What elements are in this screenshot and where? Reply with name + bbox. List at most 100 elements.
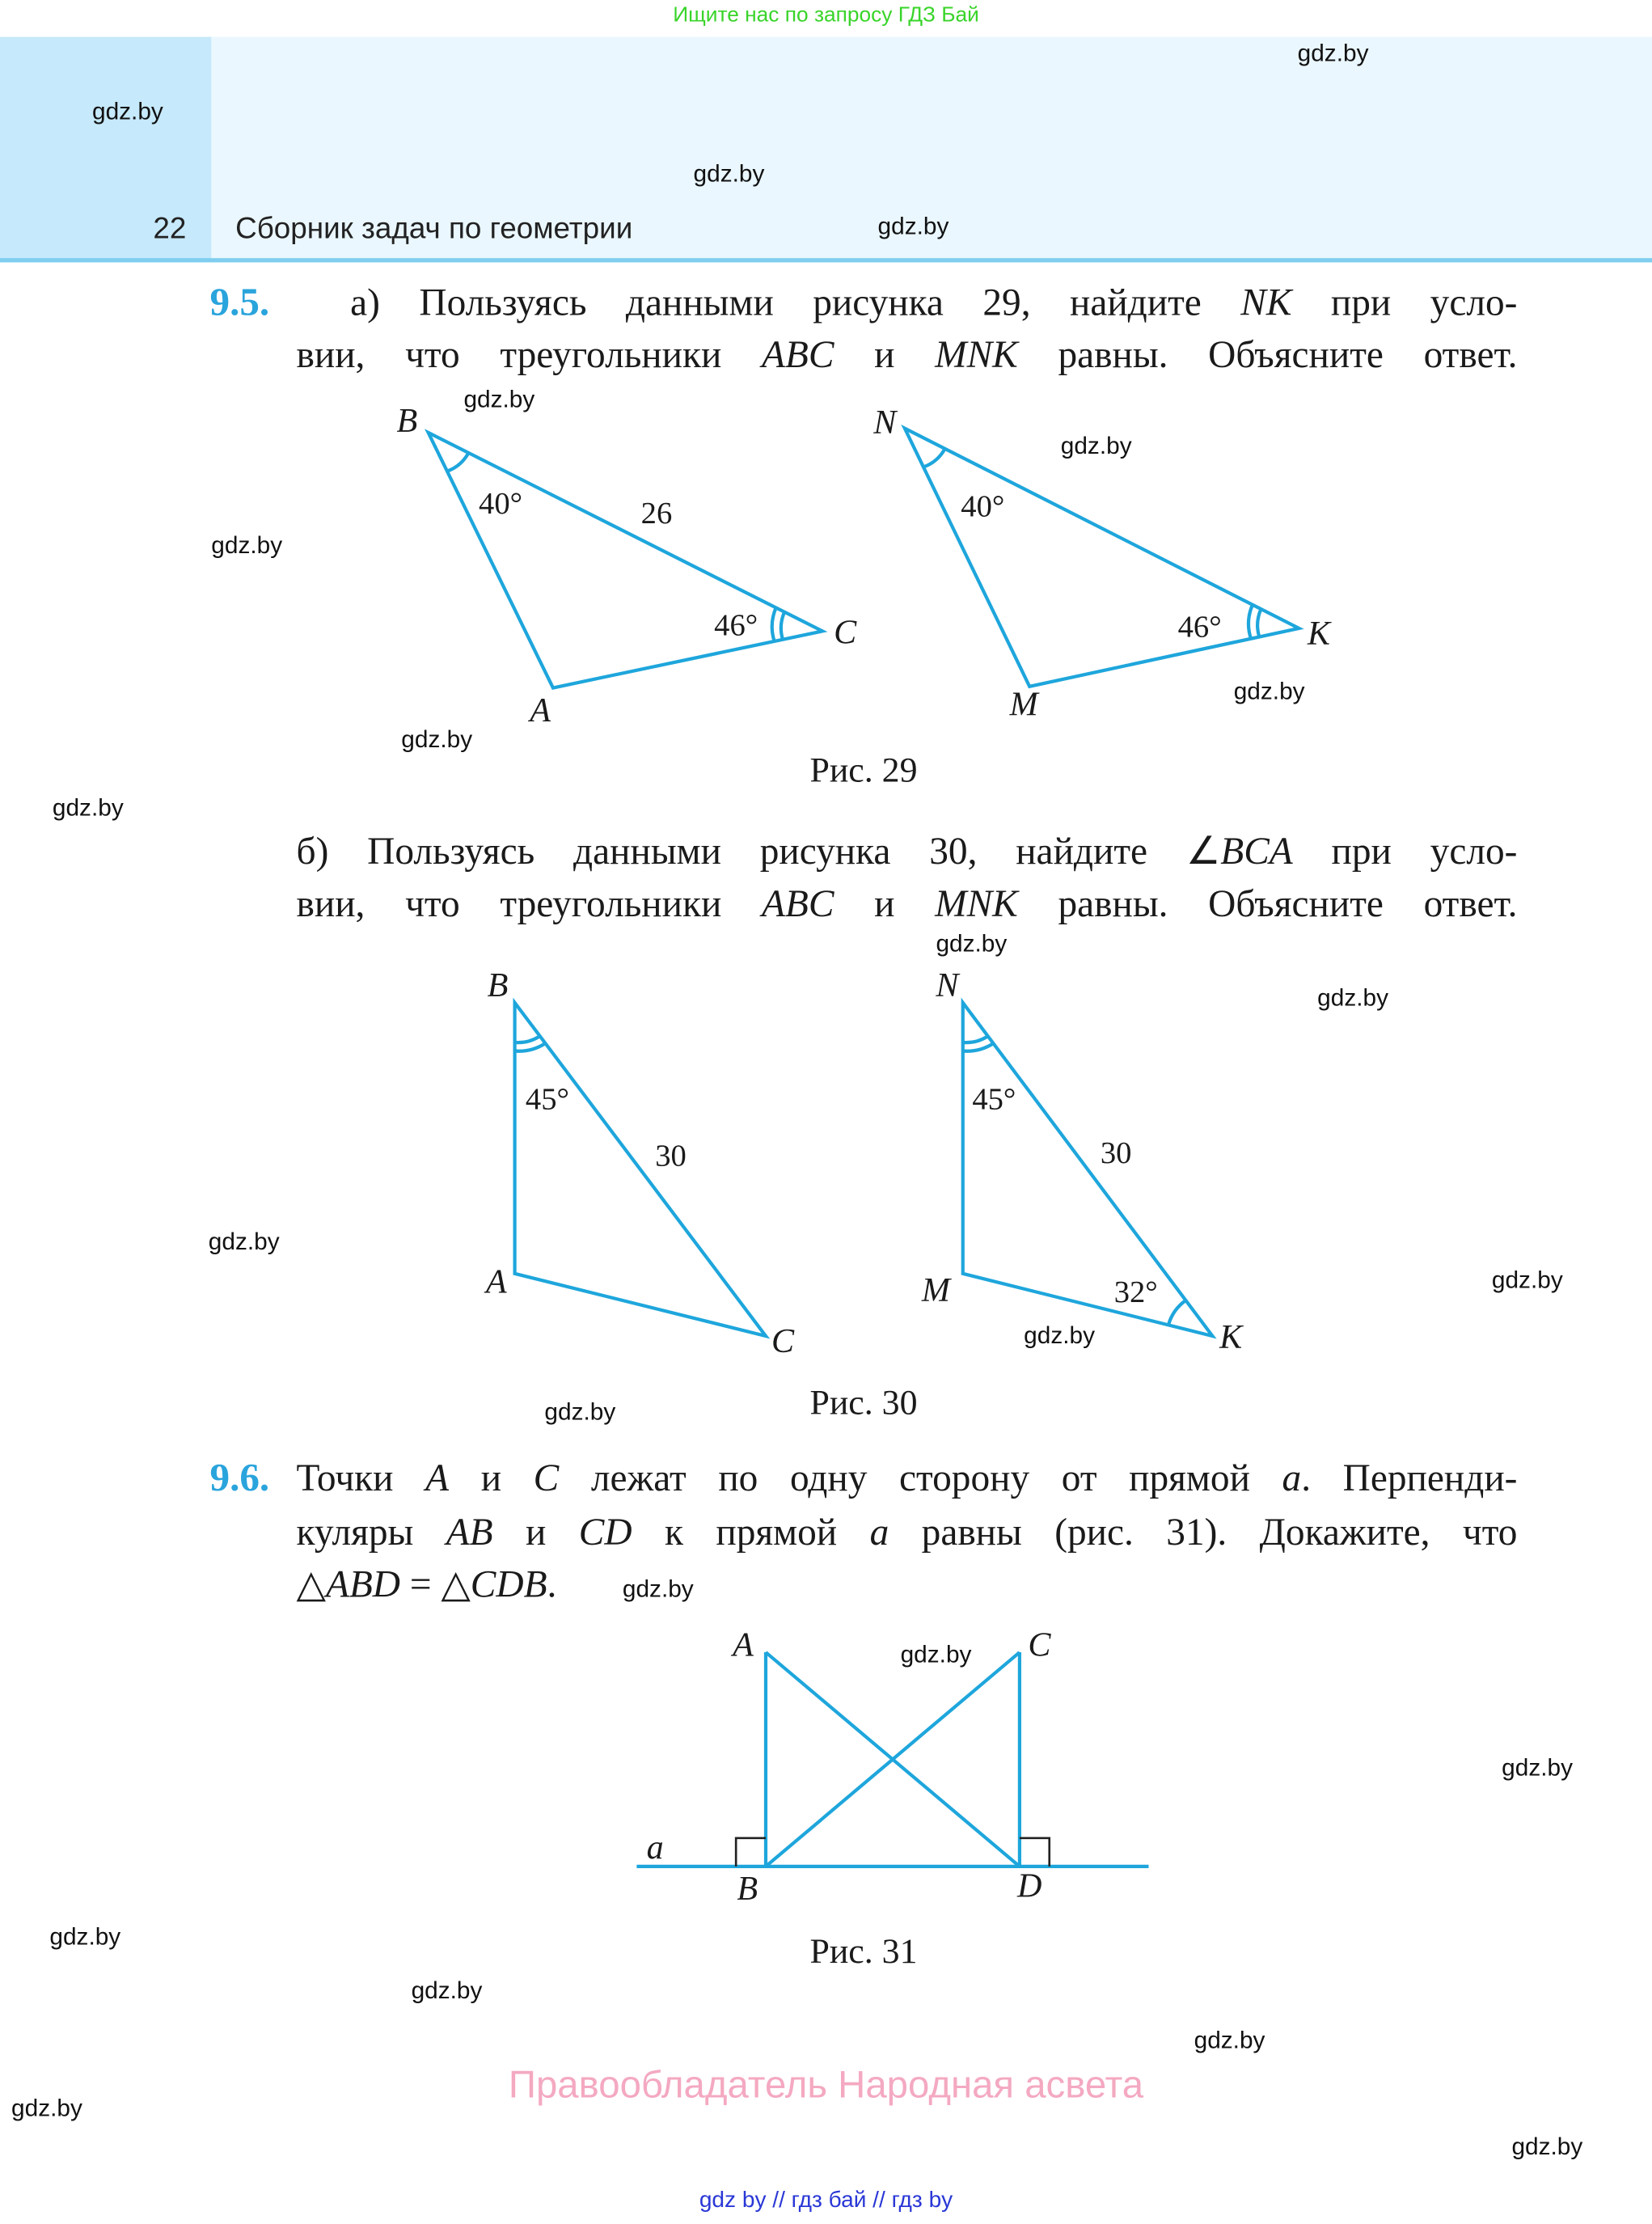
figure-caption: Рис. 30 [809,1384,918,1423]
text-line: б) Пользуясь данными рисунка 30, найдите… [297,830,1518,878]
watermark: gdz.by [877,213,949,240]
text-fragment: а) Пользуясь данными рисунка 29, найдите [350,281,1241,323]
text-fragment: вии, что треугольники [296,333,763,376]
text-fragment: . [547,1562,557,1606]
angle-arc-n [923,448,946,468]
angle-arc-b [514,1035,546,1053]
watermark: gdz.by [622,1575,694,1603]
watermark: gdz.by [463,386,535,413]
text-fragment: = △ [399,1562,471,1606]
footer-links[interactable]: gdz by // гдз бай // гдз by [699,2188,953,2213]
triangle-mnk [961,997,1217,1339]
side-label: 26 [640,495,673,531]
line-label: a [646,1830,664,1867]
right-angle-b [734,1837,766,1867]
header-band [0,36,1652,260]
header-side-panel [0,36,212,260]
vertex-label: K [1307,615,1330,653]
angle-arc-k [1167,1299,1187,1326]
text-fragment: при усло- [1292,829,1518,873]
angle-arc-c [770,607,786,642]
watermark: gdz.by [1511,2133,1583,2160]
watermark: gdz.by [1024,1321,1096,1349]
text-line: △ABD = △CDB. [297,1563,637,1612]
figure-caption: Рис. 31 [809,1933,918,1972]
math-symbol: AB [446,1510,493,1554]
watermark: gdz.by [1233,678,1305,705]
angle-label: 45° [525,1080,569,1117]
side-label: 30 [655,1137,687,1173]
watermark: gdz.by [693,160,765,188]
text-fragment: и [449,1457,534,1499]
math-symbol: A [425,1457,450,1499]
vertex-label: B [487,967,509,1005]
vertex-label: M [921,1272,950,1310]
math-symbol: CD [578,1510,632,1554]
vertex-label: N [873,404,897,442]
vertex-label: A [485,1264,507,1302]
text-fragment: б) Пользуясь данными рисунка 30, найдите… [296,829,1221,873]
right-angle-d [1019,1837,1051,1867]
angle-arc-b [447,453,470,473]
text-fragment: куляры [296,1510,446,1554]
search-hint: Ищите нас по запросу ГДЗ Бай [673,2,979,27]
text-fragment: вии, что треугольники [296,882,763,925]
watermark: gdz.by [900,1641,972,1668]
angle-arc-n [962,1035,994,1053]
watermark: gdz.by [49,1923,121,1951]
angle-label: 32° [1113,1273,1158,1309]
watermark: gdz.by [1491,1266,1563,1294]
triangle-abc [424,429,828,690]
vertex-label: M [1009,687,1038,725]
watermark: gdz.by [1317,984,1389,1012]
text-line: куляры AB и CD к прямой a равны (рис. 31… [297,1511,1518,1559]
text-fragment: . Перпенди- [1301,1457,1518,1499]
text-fragment: лежат по одну сторону от прямой [559,1457,1282,1499]
vertex-label: C [771,1324,795,1361]
vertex-label: C [834,615,857,652]
watermark: gdz.by [11,2095,82,2122]
triangle-abc [513,997,771,1339]
side-label: 30 [1100,1134,1132,1170]
text-fragment: при усло- [1291,281,1518,323]
watermark: gdz.by [1297,40,1369,67]
watermark: gdz.by [208,1228,280,1256]
angle-label: 40° [961,488,1005,524]
text-fragment: и [492,1510,579,1554]
book-title: Сборник задач по геометрии [235,213,633,246]
text-line: вии, что треугольники ABC и MNK равны. О… [297,882,1518,931]
math-symbol: CDB [470,1562,547,1606]
segment-cb [764,1651,1021,1868]
math-symbol: a [869,1510,889,1554]
watermark: gdz.by [401,725,473,754]
figure-caption: Рис. 29 [809,751,918,790]
vertex-label: A [530,692,551,730]
math-symbol: MNK [935,333,1018,376]
text-fragment: равны (рис. 31). Докажите, что [889,1510,1518,1554]
page-number: 22 [153,213,187,246]
watermark: gdz.by [1060,432,1132,460]
angle-label: 46° [714,607,758,643]
text-line: вии, что треугольники ABC и MNK равны. О… [297,333,1518,382]
text-fragment: и [834,882,936,925]
vertex-label: B [737,1871,758,1909]
watermark: gdz.by [1502,1754,1574,1782]
vertex-label: K [1219,1319,1243,1357]
text-fragment: △ [296,1562,326,1606]
watermark: gdz.by [544,1398,616,1426]
text-fragment: равны. Объясните ответ. [1017,333,1518,376]
vertex-label: A [733,1627,754,1664]
angle-label: 45° [972,1080,1016,1117]
vertex-label: D [1016,1868,1042,1906]
math-symbol: a [1282,1457,1302,1499]
triangle-mnk [901,424,1304,689]
text-fragment: к прямой [632,1510,870,1554]
watermark: gdz.by [52,794,124,822]
math-symbol: ABD [325,1562,400,1606]
text-line: а) Пользуясь данными рисунка 29, найдите… [350,281,1517,329]
math-symbol: MNK [935,882,1018,925]
